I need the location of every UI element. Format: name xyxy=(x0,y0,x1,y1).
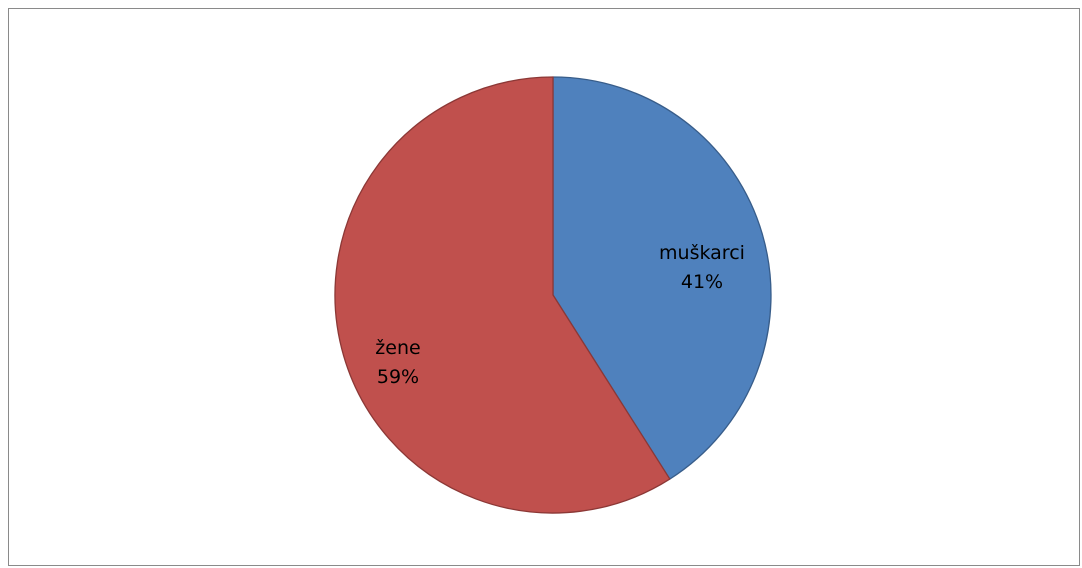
slice-label-zene: žene xyxy=(375,337,420,359)
slice-label-muskarci: muškarci xyxy=(659,242,745,264)
slice-percent-muskarci: 41% xyxy=(681,271,723,293)
pie-slice-zene xyxy=(334,76,671,514)
pie-chart: muškarci 41% žene 59% xyxy=(334,76,772,514)
slice-percent-zene: 59% xyxy=(377,366,419,388)
chart-area: muškarci 41% žene 59% xyxy=(8,8,1080,566)
pie-slice-muskarci xyxy=(552,76,772,480)
